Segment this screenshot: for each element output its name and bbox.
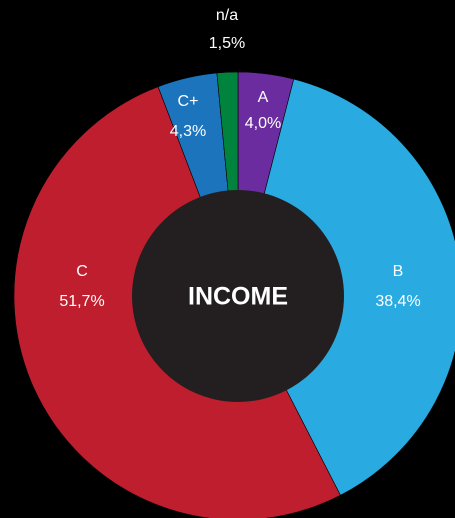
- slice-value-label: 1,5%: [209, 35, 245, 52]
- slice-value-label: 51,7%: [59, 293, 104, 310]
- slice-value-label: 38,4%: [375, 293, 420, 310]
- slice-label: B: [393, 263, 404, 280]
- slice-label: C+: [178, 93, 199, 110]
- slice-value-label: 4,0%: [245, 115, 281, 132]
- slice-label: C: [76, 263, 88, 280]
- slice-label: A: [258, 89, 269, 106]
- slice-value-label: 4,3%: [170, 123, 206, 140]
- chart-title: INCOME: [188, 283, 288, 311]
- donut-hole: [132, 190, 344, 402]
- slice-label: n/a: [216, 7, 238, 24]
- pie-slice: [237, 78, 455, 496]
